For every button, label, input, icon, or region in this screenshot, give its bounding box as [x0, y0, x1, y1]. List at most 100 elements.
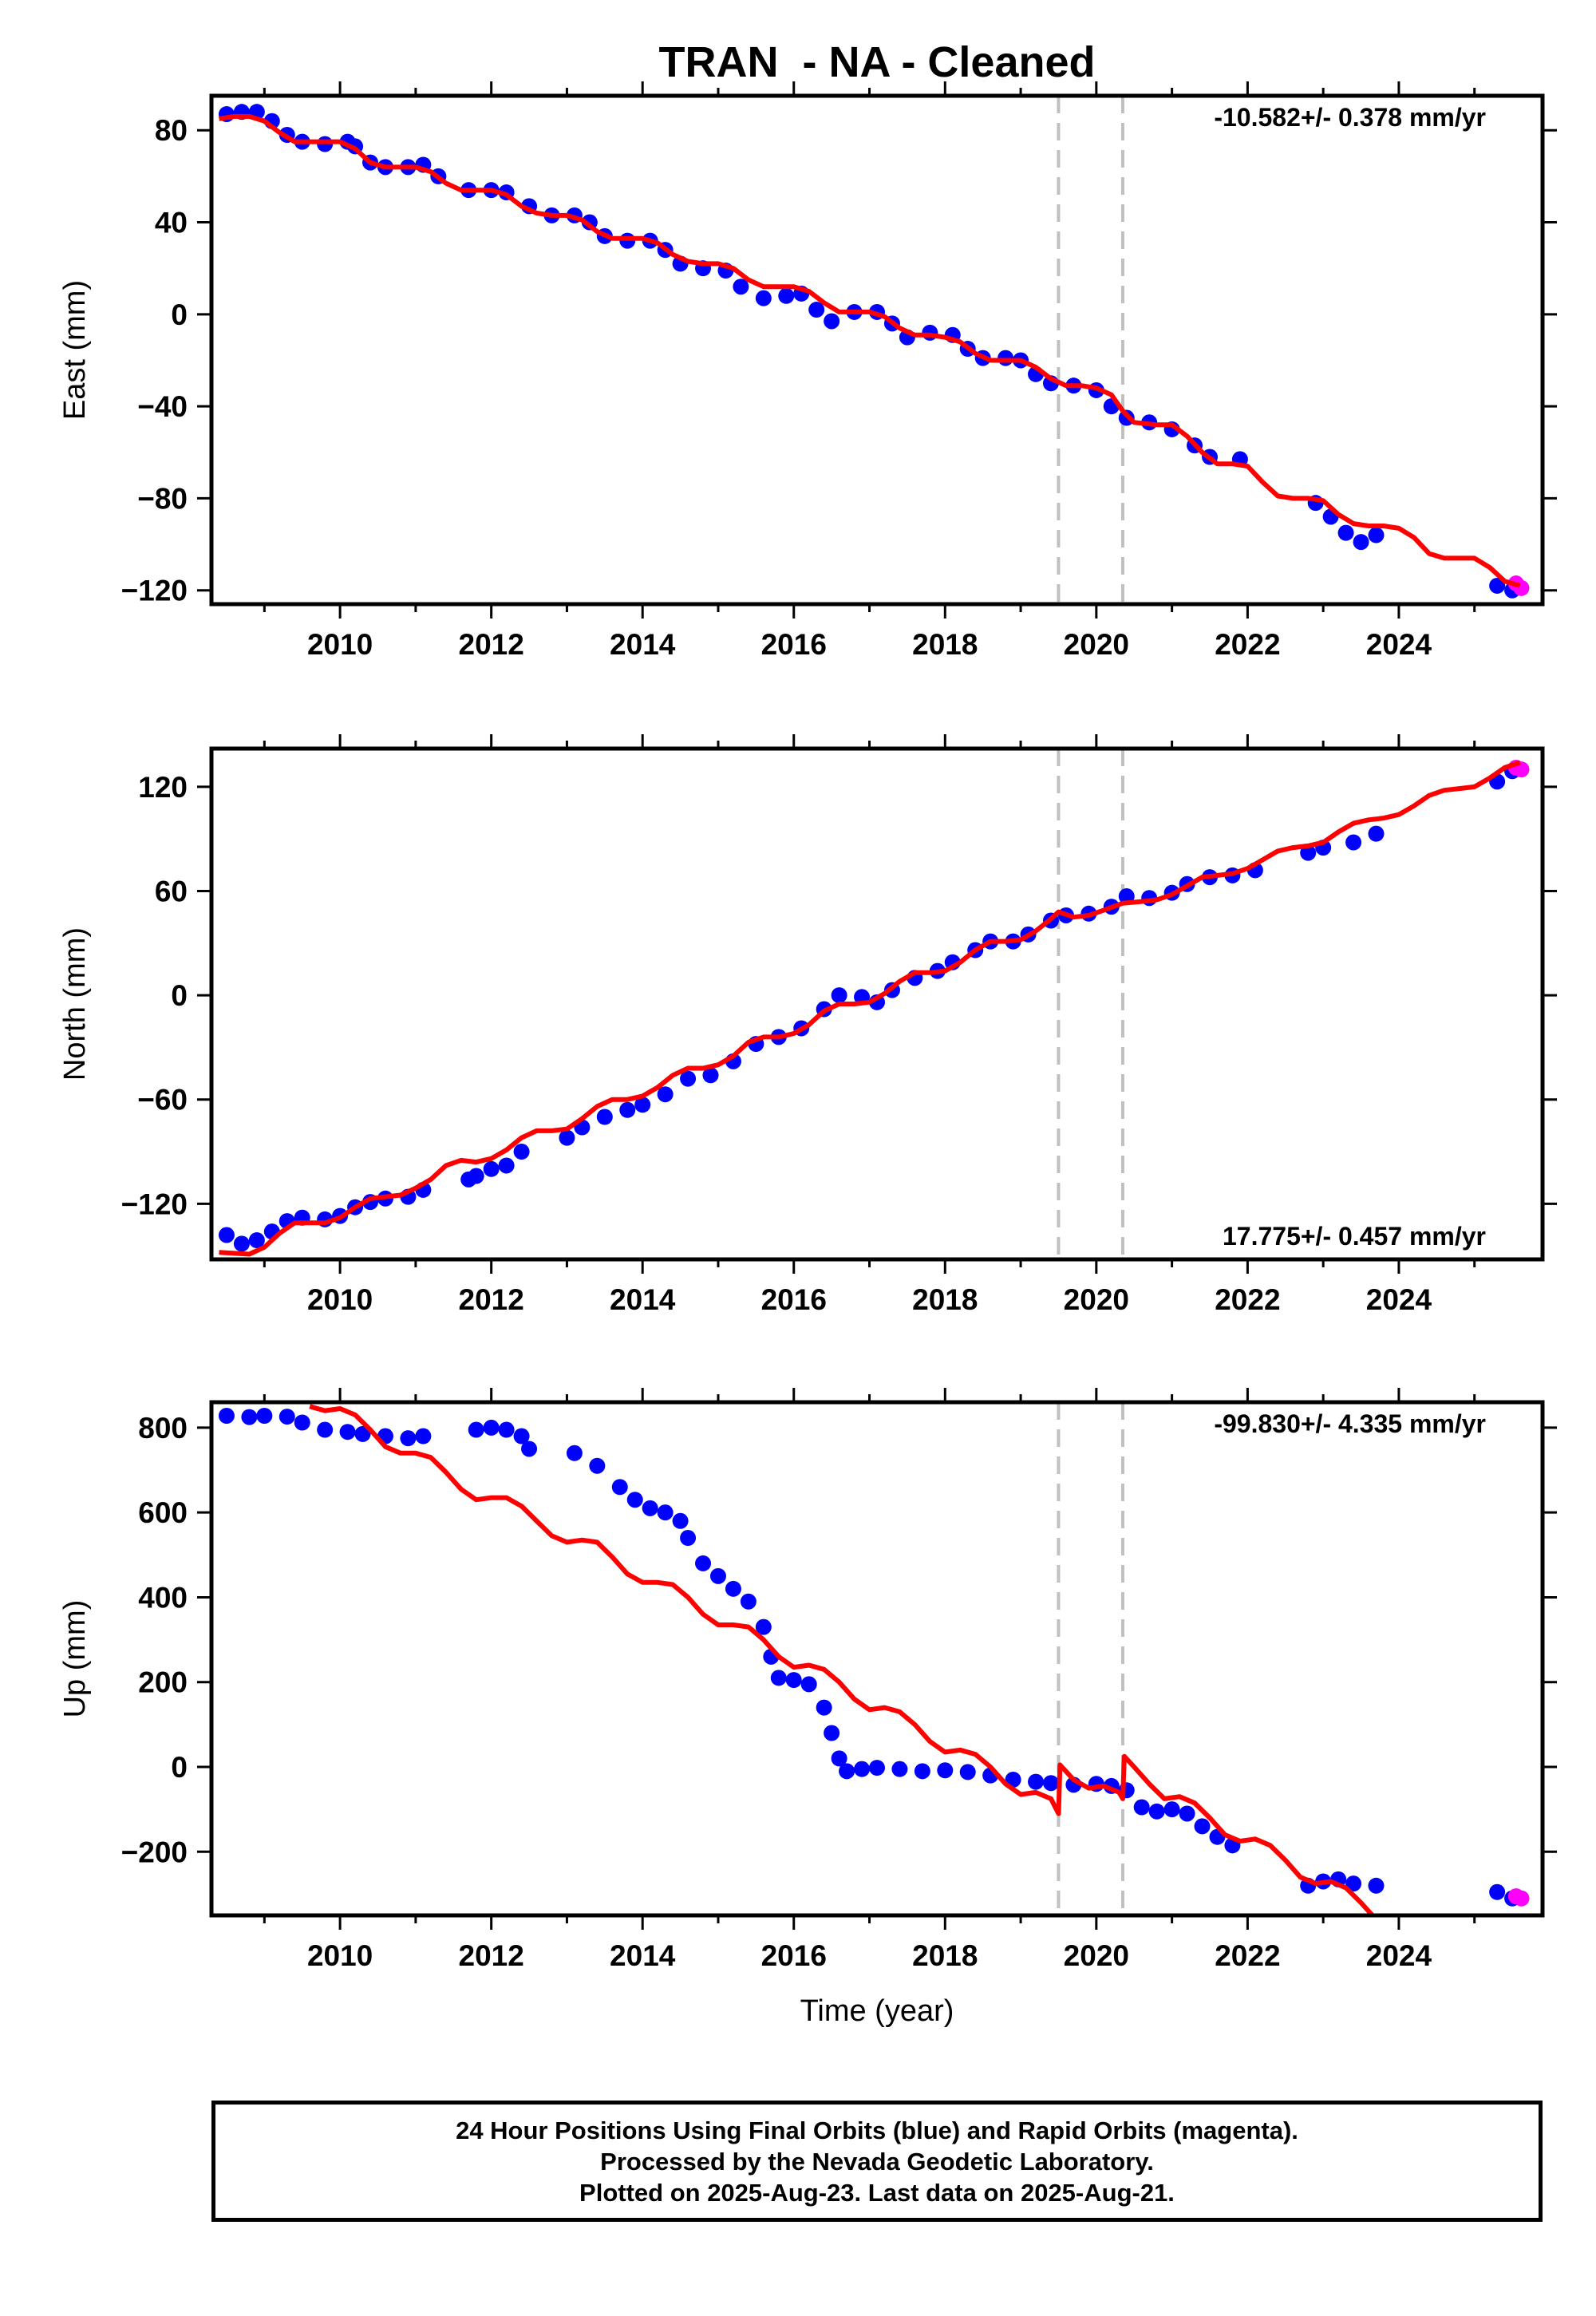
up-final-point	[468, 1421, 484, 1438]
north-model-line	[219, 760, 1521, 1257]
north-x-tick-label: 2022	[1215, 1283, 1280, 1316]
up-final-point	[959, 1764, 976, 1780]
up-x-tick-label: 2016	[761, 1939, 827, 1972]
up-final-point	[589, 1457, 606, 1474]
east-y-tick-label: −40	[137, 390, 188, 423]
north-frame	[209, 746, 1545, 1262]
up-final-point	[1133, 1799, 1150, 1816]
up-x-tick-label: 2018	[912, 1939, 978, 1972]
east-final-point	[1353, 534, 1369, 551]
up-final-point	[937, 1762, 954, 1779]
north-y-axis-label: North (mm)	[58, 927, 92, 1081]
up-final-point	[339, 1424, 356, 1441]
east-final-point	[808, 302, 825, 318]
up-model-line	[309, 1404, 1375, 1915]
north-final-point	[248, 1232, 265, 1249]
east-y-tick-label: 0	[171, 298, 188, 331]
north-x-tick-label: 2014	[610, 1283, 676, 1316]
up-frame	[209, 1400, 1545, 1918]
up-y-tick-label: −200	[121, 1836, 188, 1868]
east-x-tick-label: 2016	[761, 628, 827, 661]
north-x-tick-label: 2018	[912, 1283, 978, 1316]
north-x-tick-label: 2016	[761, 1283, 827, 1316]
east-panel: 2010 2012 2014 2016 2018 2020 2022 2024 80 40 0 −40…	[58, 81, 1557, 661]
up-y-tick-label: 800	[138, 1412, 188, 1445]
east-final-point	[733, 279, 749, 295]
up-final-point	[725, 1580, 741, 1597]
up-final-point	[256, 1408, 273, 1425]
east-x-tick-label: 2022	[1215, 628, 1280, 661]
north-y-tick-label: 120	[138, 771, 188, 804]
up-final-point	[709, 1567, 726, 1584]
north-final-point	[702, 1067, 719, 1084]
up-final-point	[611, 1479, 628, 1496]
up-final-point	[770, 1670, 787, 1686]
up-final-point	[657, 1504, 674, 1521]
east-x-tick-label: 2014	[610, 628, 676, 661]
north-final-point	[657, 1086, 674, 1103]
east-y-tick-label: 40	[155, 207, 188, 239]
east-y-axis-label: East (mm)	[58, 280, 92, 420]
up-final-point	[839, 1763, 855, 1780]
footer-caption-box: 24 Hour Positions Using Final Orbits (bl…	[211, 2101, 1543, 2222]
footer-line-processed: Processed by the Nevada Geodetic Laborat…	[600, 2147, 1154, 2176]
east-frame	[209, 93, 1545, 607]
up-final-point	[1163, 1801, 1180, 1818]
up-final-point	[354, 1425, 371, 1442]
up-final-point	[816, 1699, 832, 1716]
up-rate-label: -99.830+/- 4.335 mm/yr	[1214, 1409, 1486, 1438]
north-final-point	[1345, 834, 1362, 851]
east-final-point	[778, 287, 795, 304]
east-x-tick-label: 2010	[307, 628, 373, 661]
up-final-point	[642, 1500, 658, 1516]
east-final-point	[1368, 527, 1385, 543]
up-x-tick-label: 2020	[1064, 1939, 1129, 1972]
up-final-point	[1345, 1875, 1362, 1892]
up-final-point	[498, 1421, 515, 1438]
up-y-axis-label: Up (mm)	[58, 1600, 92, 1718]
north-x-tick-label: 2020	[1064, 1283, 1129, 1316]
east-x-tick-label: 2012	[459, 628, 524, 661]
up-final-point	[626, 1492, 643, 1508]
north-x-tick-label: 2012	[459, 1283, 524, 1316]
up-final-point	[914, 1763, 930, 1780]
east-model-line	[219, 113, 1521, 588]
east-x-tick-label: 2018	[912, 628, 978, 661]
up-final-point	[1148, 1803, 1165, 1820]
up-rapid-point	[1513, 1890, 1530, 1907]
up-final-point	[891, 1761, 908, 1777]
up-plot-area	[218, 1404, 1530, 1915]
north-final-point	[513, 1144, 530, 1160]
up-x-tick-label: 2010	[307, 1939, 373, 1972]
up-panel: 2010 2012 2014 2016 2018 2020 2022 2024 800 600 40…	[58, 1388, 1557, 1972]
up-y-tick-label: 400	[138, 1581, 188, 1614]
north-final-point	[634, 1097, 651, 1113]
north-final-point	[680, 1070, 697, 1087]
up-y-tick-label: 600	[138, 1496, 188, 1529]
north-y-tick-label: −120	[121, 1188, 188, 1220]
north-y-tick-label: 60	[155, 875, 188, 908]
north-y-tick-label: −60	[137, 1084, 188, 1117]
east-plot-area	[218, 104, 1530, 599]
up-final-point	[218, 1408, 235, 1425]
north-final-point	[831, 987, 847, 1004]
east-x-tick-label: 2020	[1064, 628, 1129, 661]
north-final-point	[468, 1168, 484, 1184]
up-final-point	[1489, 1883, 1506, 1900]
north-y-tick-label: 0	[171, 979, 188, 1012]
up-final-point	[869, 1760, 885, 1777]
up-final-point	[824, 1725, 840, 1741]
up-final-point	[800, 1676, 817, 1693]
north-x-tick-label: 2010	[307, 1283, 373, 1316]
east-final-point	[1489, 577, 1506, 594]
up-final-point	[1194, 1818, 1211, 1835]
east-final-point	[755, 290, 772, 306]
up-y-tick-label: 0	[171, 1751, 188, 1784]
up-x-tick-label: 2024	[1366, 1939, 1432, 1972]
up-final-point	[680, 1530, 697, 1547]
up-final-point	[294, 1414, 310, 1431]
north-x-tick-label: 2024	[1366, 1283, 1432, 1316]
east-x-tick-label: 2024	[1366, 628, 1432, 661]
footer-line-orbits: 24 Hour Positions Using Final Orbits (bl…	[456, 2116, 1298, 2144]
